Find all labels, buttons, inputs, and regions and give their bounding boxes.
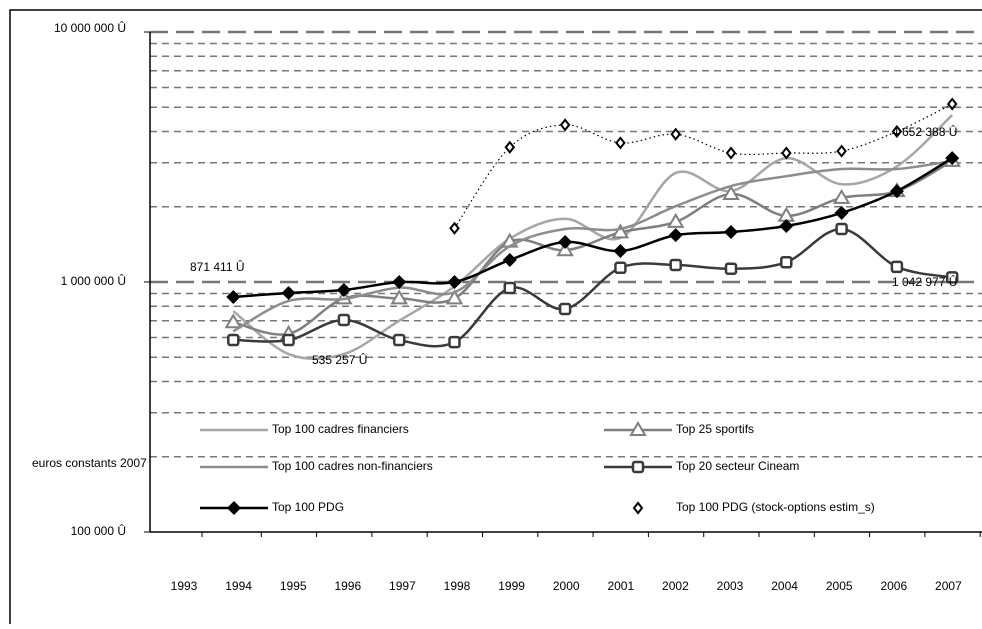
x-tick-label: 1993 [171,579,198,593]
data-point [226,289,241,304]
data-point [502,252,517,267]
data-point [666,212,685,228]
data-point [945,271,959,284]
data-point [722,184,740,200]
data-point [392,333,406,347]
annotation: 4 652 388 Û [892,124,957,139]
data-point [558,302,572,316]
data-point [725,146,737,160]
legend-label: Top 100 cadres non-financiers [272,459,433,473]
data-point [227,333,240,347]
legend-marker [632,501,644,515]
series-line [454,103,953,229]
x-tick-label: 2005 [826,579,853,593]
legend-label: Top 100 PDG (stock-options estim_s) [676,500,875,514]
data-point [945,151,960,166]
data-point [889,184,904,199]
data-point [724,224,738,239]
data-point [336,282,351,297]
data-point [504,140,516,154]
x-tick-label: 1996 [334,579,361,593]
legend-label: Top 100 cadres financiers [272,422,409,436]
x-tick-label: 1999 [498,579,525,593]
data-point [890,260,904,274]
data-point [724,262,738,275]
data-point [780,255,793,269]
x-tick-label: 1995 [280,579,307,593]
legend-marker [631,460,645,474]
data-point [891,124,903,139]
legend-label: Top 100 PDG [272,500,344,514]
data-point [558,235,573,250]
data-point [832,188,851,204]
x-tick-label: 2004 [771,579,798,593]
data-point [614,261,627,275]
legend-marker [629,421,647,436]
data-point [669,258,682,272]
y-tick-label: 1 000 000 Û [61,273,126,288]
series-line [232,159,953,336]
data-point [448,335,461,349]
frame [9,9,982,629]
data-point [337,313,351,327]
x-tick-label: 1997 [389,579,416,593]
data-point [556,241,574,257]
data-point [445,289,464,305]
data-point [392,275,407,289]
data-point [834,205,849,220]
annotation: euros constants 2007 [32,456,147,470]
x-tick-label: 2007 [935,579,962,593]
data-point [449,221,460,235]
legend-label: Top 25 sportifs [676,422,754,436]
series-line [232,114,954,361]
data-point [946,97,958,111]
data-point [390,289,408,305]
data-point [224,313,243,329]
data-point [281,285,296,300]
x-tick-label: 2006 [880,579,907,593]
data-point [781,146,792,160]
annotation: 1 042 977 Û [892,274,957,289]
x-tick-label: 1994 [225,579,252,593]
y-tick-label: 100 000 Û [71,523,126,538]
data-point [559,118,571,132]
data-point [779,218,794,233]
data-point [282,333,295,347]
y-tick-label: 10 000 000 Û [54,20,126,35]
annotation: 871 411 Û [190,259,245,274]
data-point [615,136,626,150]
data-point [611,223,630,239]
data-point [503,281,517,295]
data-point [447,275,462,289]
x-tick-label: 2000 [553,579,580,593]
x-tick-label: 2001 [607,579,634,593]
annotation: 535 257 Û [312,352,367,367]
legend-label: Top 20 secteur Cineam [676,459,799,473]
x-tick-label: 1998 [444,579,471,593]
data-point [835,222,848,236]
x-tick-label: 2003 [717,579,744,593]
data-point [668,228,683,243]
data-point [670,127,681,141]
data-point [613,244,628,259]
legend-marker [227,501,241,515]
data-point [836,144,847,158]
x-tick-label: 2002 [662,579,689,593]
series-line [232,159,953,333]
